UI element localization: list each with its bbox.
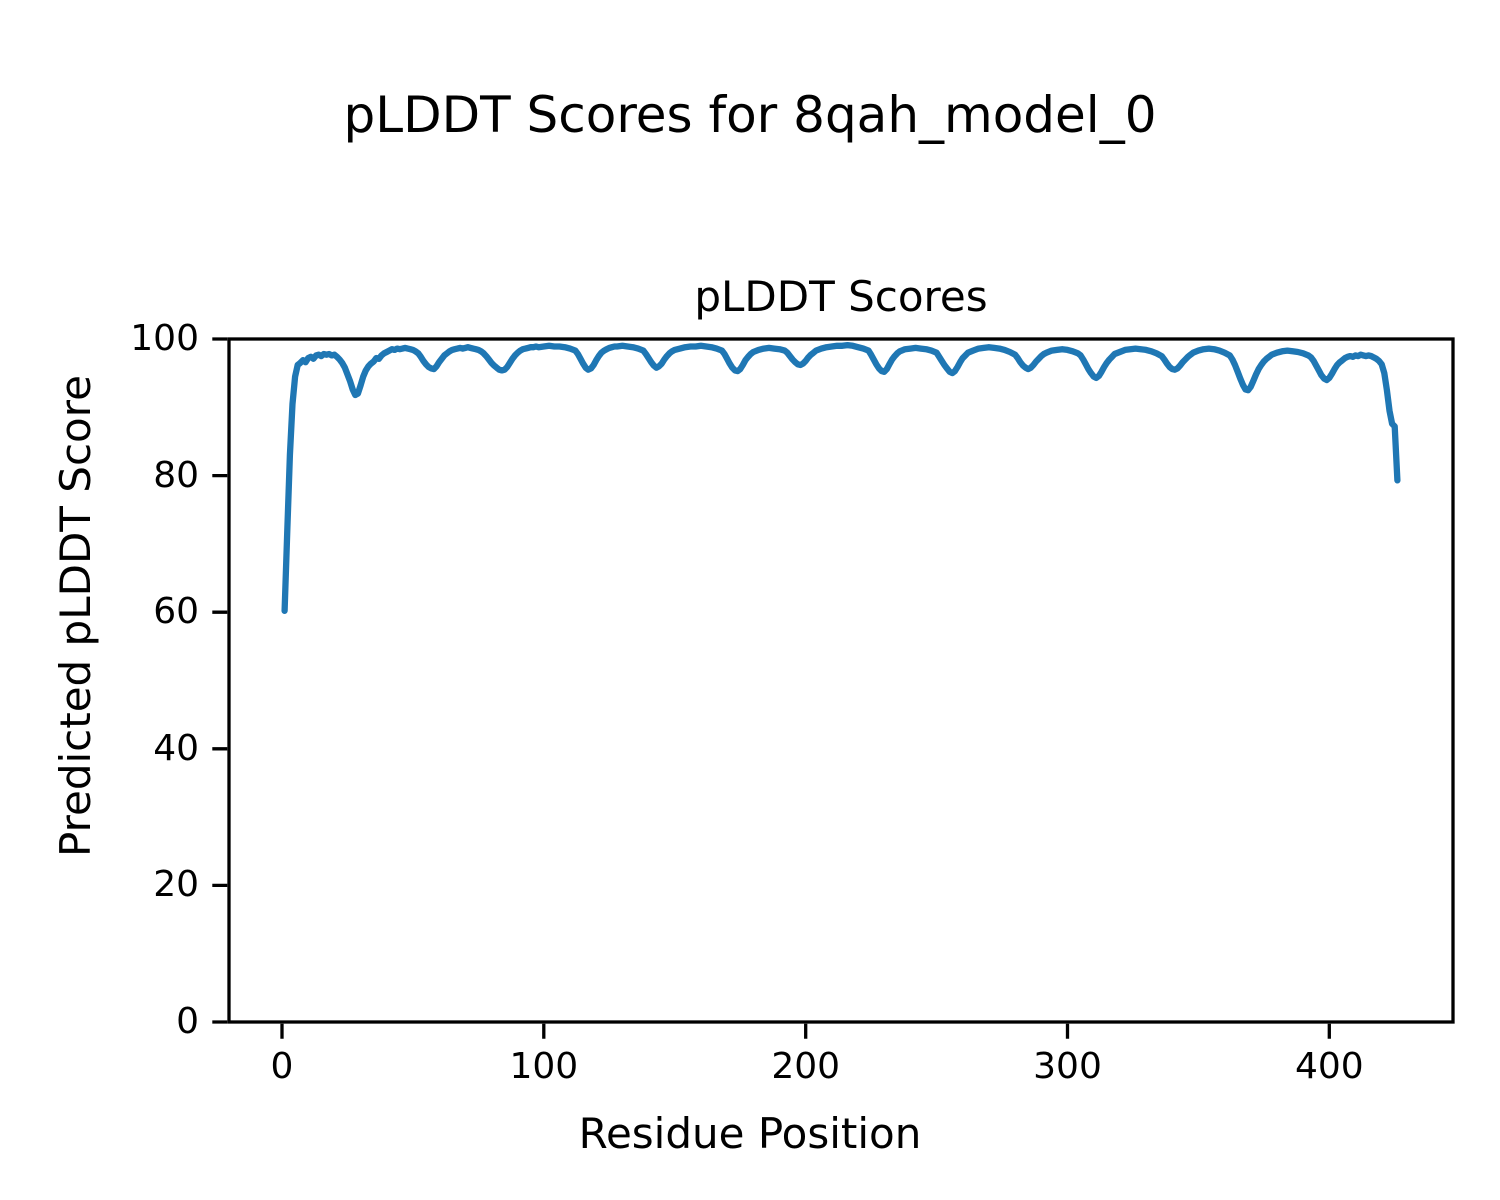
axis-tick-marks bbox=[212, 337, 1331, 1039]
y-tick-label: 60 bbox=[153, 591, 199, 633]
axes-title: pLDDT Scores bbox=[694, 272, 988, 321]
plot-border bbox=[227, 337, 1455, 1024]
y-tick-label: 20 bbox=[153, 864, 199, 906]
y-tick-label: 0 bbox=[176, 1001, 199, 1042]
x-tick-label: 400 bbox=[1294, 1046, 1364, 1087]
x-tick-label: 100 bbox=[509, 1046, 579, 1087]
figure-title: pLDDT Scores for 8qah_model_0 bbox=[343, 86, 1157, 144]
x-tick-label: 200 bbox=[771, 1046, 841, 1087]
y-tick-label: 40 bbox=[153, 727, 199, 769]
x-tick-label: 300 bbox=[1033, 1046, 1102, 1087]
x-axis-label: Residue Position bbox=[578, 1109, 922, 1158]
plddt-line bbox=[281, 341, 1401, 614]
x-tick-label: 0 bbox=[270, 1046, 294, 1087]
y-tick-label: 100 bbox=[130, 318, 199, 359]
y-tick-label: 80 bbox=[153, 454, 199, 496]
